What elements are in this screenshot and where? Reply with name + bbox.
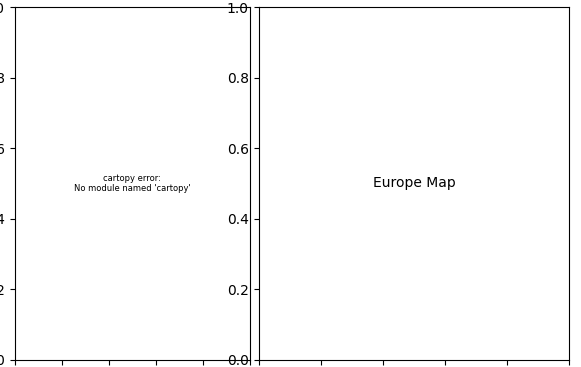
Text: Europe Map: Europe Map xyxy=(372,177,456,190)
Text: cartopy error:
No module named 'cartopy': cartopy error: No module named 'cartopy' xyxy=(74,174,191,193)
